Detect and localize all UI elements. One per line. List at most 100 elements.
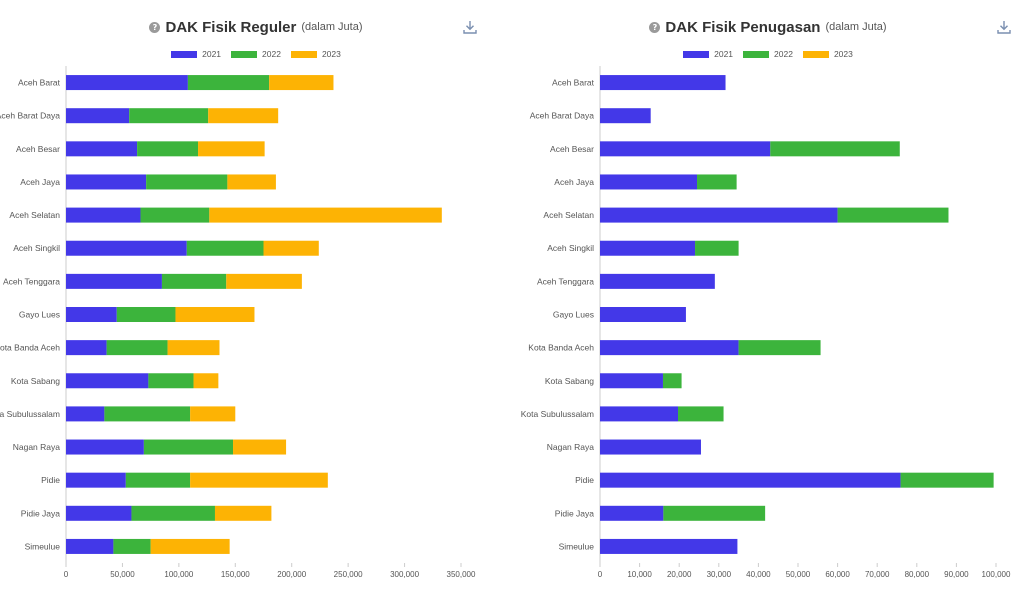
bar-segment-2022 [187, 75, 270, 91]
bar-segment-2022 [113, 538, 151, 554]
legend-label: 2022 [774, 49, 793, 59]
bar-segment-2023 [193, 373, 219, 389]
legend-swatch [171, 50, 198, 58]
bar-segment-2022 [131, 505, 215, 521]
bar-segment-2023 [269, 75, 334, 91]
category-label: Kota Sabang [11, 376, 60, 386]
chart-title-row: ? DAK Fisik Penugasan (dalam Juta) [512, 17, 1024, 37]
bar-segment-2023 [233, 439, 287, 455]
download-icon[interactable] [462, 19, 478, 35]
bar-segment-2022 [125, 472, 191, 488]
bar-segment-2022 [695, 240, 739, 256]
bar-segment-2021 [66, 373, 149, 389]
category-label: Kota Sabang [545, 376, 594, 386]
chart-title: DAK Fisik Penugasan [665, 18, 821, 36]
chart-panel-reguler: ? DAK Fisik Reguler (dalam Juta) 2021 202… [0, 17, 512, 579]
x-tick-label: 80,000 [905, 570, 930, 579]
category-label: Pidie [41, 475, 60, 485]
category-label: Aceh Besar [550, 144, 594, 154]
help-circle-icon[interactable]: ? [649, 21, 661, 33]
x-tick-label: 50,000 [110, 570, 135, 579]
category-label: Aceh Tenggara [3, 276, 60, 286]
bar-segment-2021 [66, 472, 126, 488]
chart-subtitle: (dalam Juta) [301, 21, 363, 33]
bar-segment-2021 [66, 439, 144, 455]
bar-segment-2021 [600, 273, 715, 289]
chart-legend: 2021 2022 2023 [0, 49, 512, 59]
chart-panel-penugasan: ? DAK Fisik Penugasan (dalam Juta) 2021 2… [512, 0, 1024, 603]
bar-segment-2022 [678, 406, 724, 422]
bar-segment-2021 [66, 75, 188, 91]
bar-segment-2022 [140, 207, 210, 223]
bar-segment-2022 [738, 340, 821, 356]
bar-segment-2022 [161, 273, 227, 289]
bar-segment-2021 [600, 505, 664, 521]
bar-segment-2021 [600, 472, 901, 488]
category-label: Aceh Barat Daya [530, 111, 595, 121]
legend-swatch [231, 50, 258, 58]
category-label: Pidie Jaya [555, 508, 594, 518]
bar-segment-2022 [697, 174, 737, 190]
legend-item[interactable]: 2022 [231, 49, 281, 59]
legend-item[interactable]: 2021 [683, 49, 733, 59]
category-label: Aceh Jaya [20, 177, 60, 187]
bar-segment-2021 [66, 273, 162, 289]
bar-segment-2023 [208, 108, 279, 124]
bar-segment-2021 [66, 340, 107, 356]
bar-segment-2021 [600, 108, 651, 124]
bar-segment-2021 [66, 108, 130, 124]
x-tick-label: 30,000 [707, 570, 732, 579]
bar-segment-2023 [209, 207, 442, 223]
legend-swatch [683, 50, 710, 58]
legend-item[interactable]: 2022 [743, 49, 793, 59]
category-label: Aceh Singkil [547, 243, 594, 253]
chart-title-row: ? DAK Fisik Reguler (dalam Juta) [0, 17, 512, 37]
legend-swatch [743, 50, 770, 58]
category-label: Aceh Besar [16, 144, 60, 154]
category-label: Aceh Singkil [13, 243, 60, 253]
chart-subtitle: (dalam Juta) [825, 21, 887, 33]
bar-segment-2023 [190, 406, 236, 422]
legend-item[interactable]: 2023 [290, 49, 341, 59]
bar-segment-2022 [770, 141, 900, 157]
category-label: Gayo Lues [553, 310, 594, 320]
legend-item[interactable]: 2023 [802, 49, 853, 59]
bar-segment-2022 [900, 472, 994, 488]
bar-segment-2023 [227, 174, 276, 190]
bar-segment-2022 [104, 406, 191, 422]
bar-segment-2023 [226, 273, 302, 289]
download-icon[interactable] [996, 19, 1012, 35]
bar-segment-2021 [600, 439, 701, 455]
x-tick-label: 10,000 [627, 570, 652, 579]
category-label: Pidie [575, 475, 594, 485]
help-circle-icon[interactable]: ? [149, 21, 161, 33]
bar-segment-2021 [600, 406, 679, 422]
bar-segment-2023 [190, 472, 328, 488]
x-tick-label: 90,000 [944, 570, 969, 579]
x-tick-label: 60,000 [825, 570, 850, 579]
category-label: Kota Subulussalam [521, 409, 594, 419]
category-label: Aceh Tenggara [537, 276, 594, 286]
x-tick-label: 70,000 [865, 570, 890, 579]
category-label: Aceh Barat [18, 78, 61, 88]
bar-segment-2021 [66, 307, 117, 322]
legend-label: 2021 [202, 49, 222, 59]
bar-segment-2022 [148, 373, 194, 389]
bar-chart-reguler: Aceh Barat Aceh Barat Daya Aceh Besar Aceh … [0, 66, 476, 579]
category-label: Aceh Barat Daya [0, 111, 60, 121]
x-tick-label: 150,000 [221, 570, 250, 579]
x-tick-label: 100,000 [164, 570, 193, 579]
legend-item[interactable]: 2021 [171, 49, 221, 59]
bar-segment-2023 [214, 505, 272, 521]
bar-segment-2021 [600, 75, 726, 91]
bar-segment-2023 [198, 141, 265, 157]
category-label: Aceh Selatan [543, 210, 594, 220]
legend-label: 2023 [833, 49, 853, 59]
bar-segment-2022 [663, 505, 766, 521]
bar-segment-2023 [150, 538, 230, 554]
bar-chart-penugasan: Aceh Barat Aceh Barat Daya Aceh Besar Aceh … [521, 66, 1011, 579]
bar-segment-2022 [837, 207, 949, 223]
x-tick-label: 250,000 [334, 570, 363, 579]
bar-segment-2021 [66, 174, 147, 190]
bar-segment-2021 [600, 340, 739, 356]
